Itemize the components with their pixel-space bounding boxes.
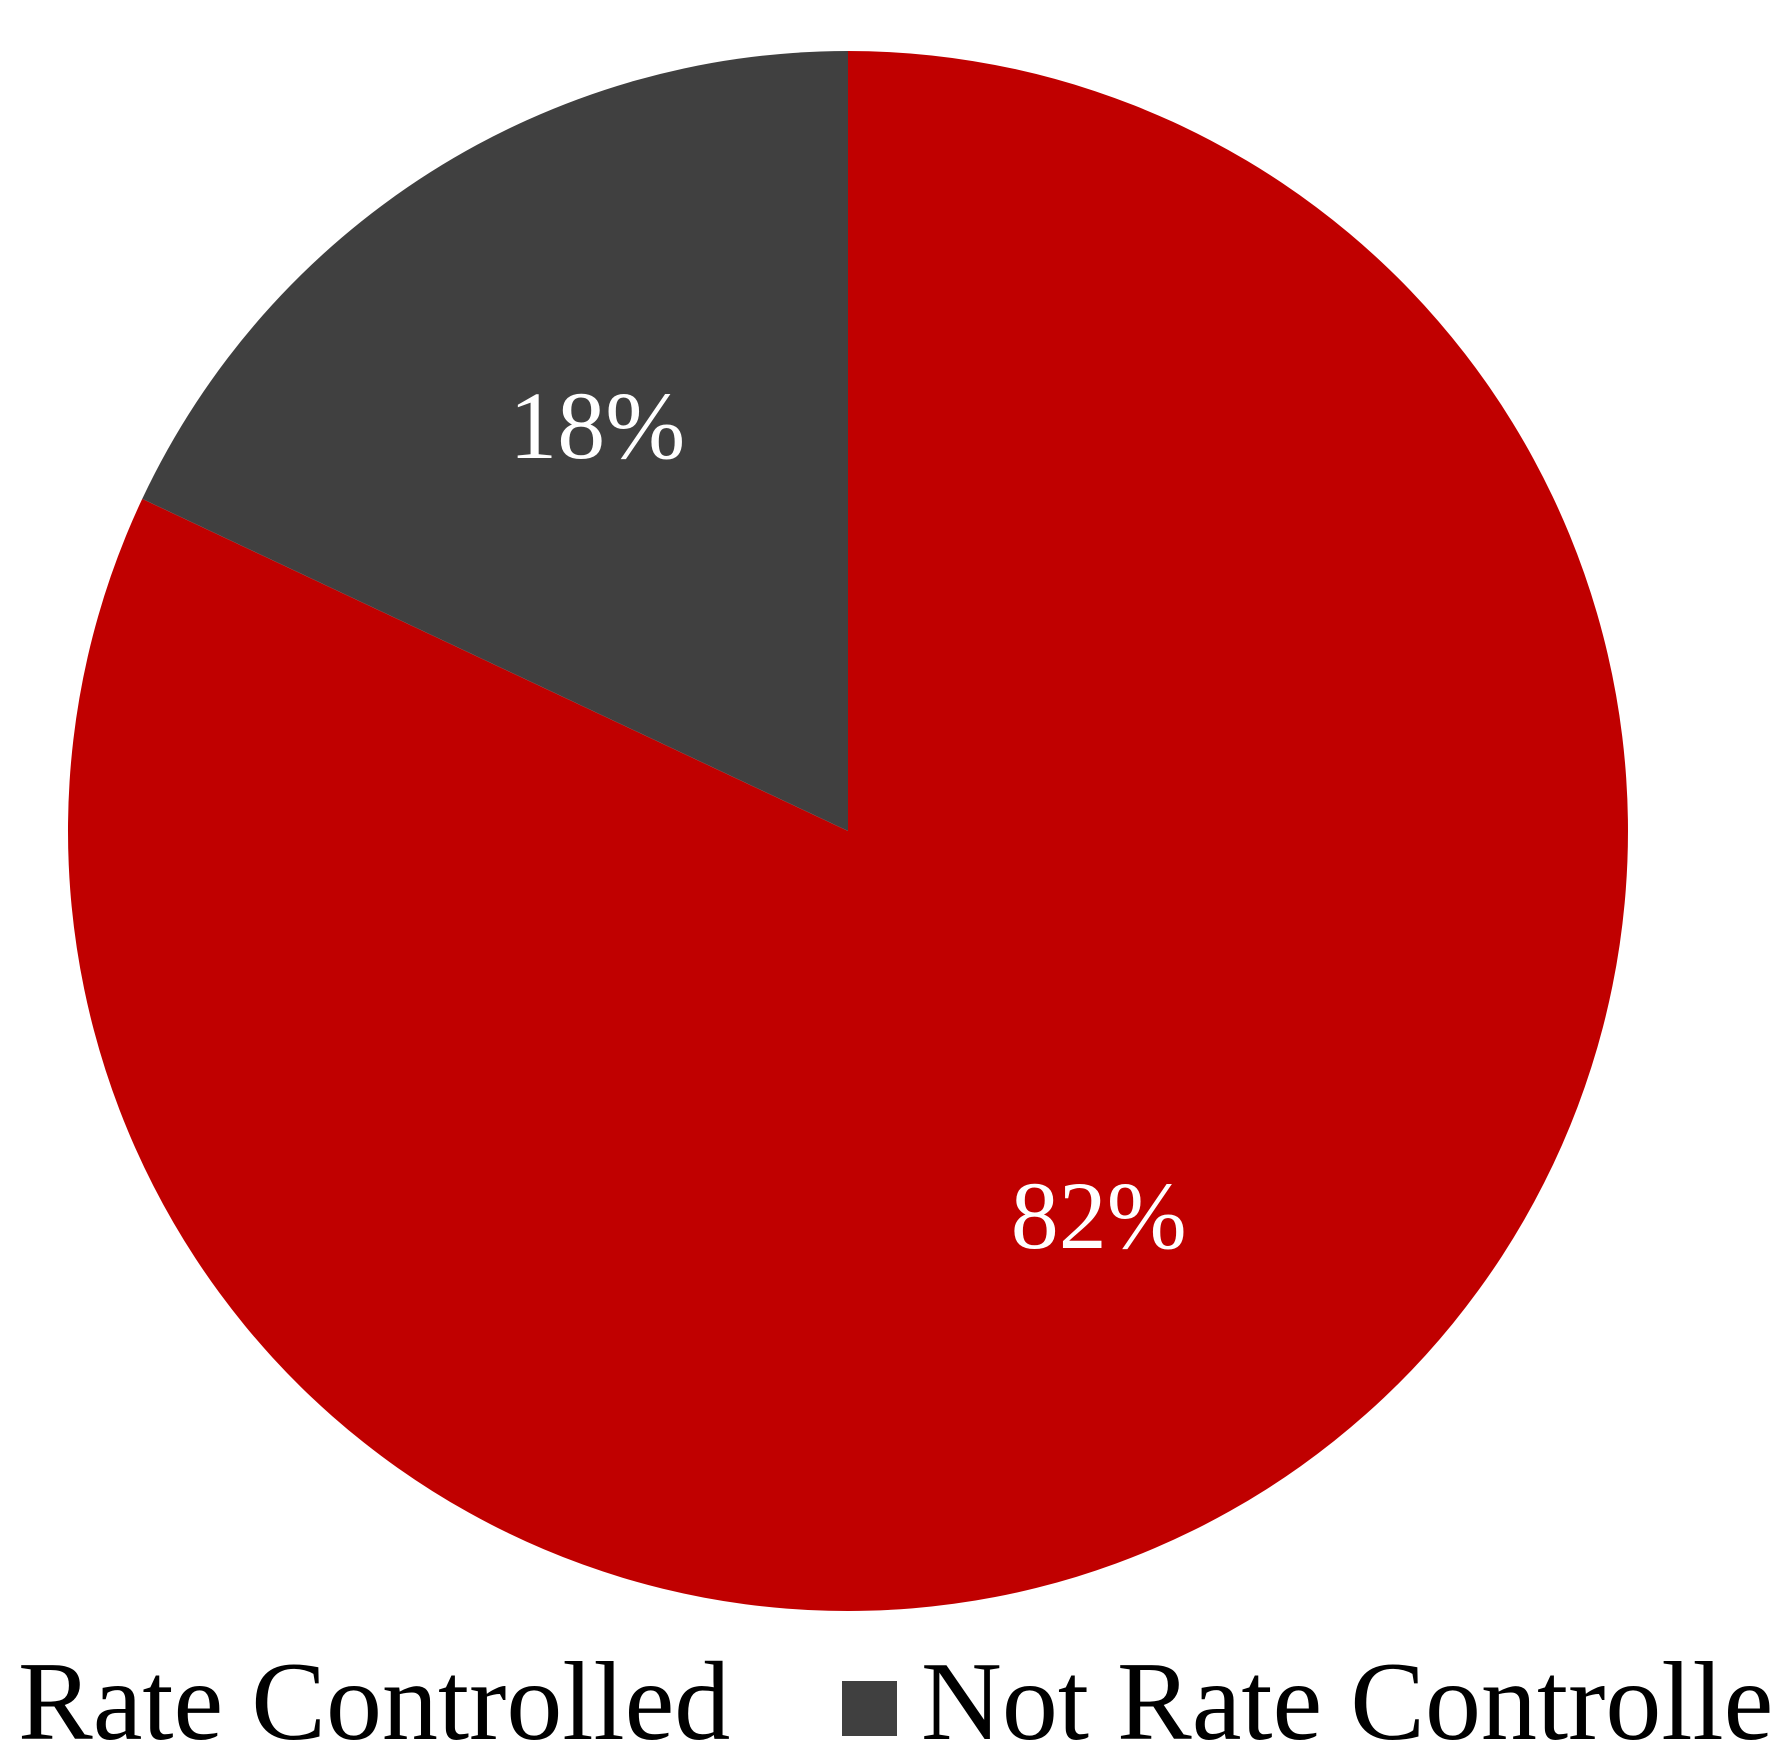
legend-swatch-not-rate-controlled [842,1681,897,1736]
pie-slice-not-rate-controlled [142,51,849,831]
legend-entry-rate-controlled: Rate Controlled [18,1640,730,1746]
legend-label-rate-controlled: Rate Controlled [18,1640,730,1746]
slice-label-rate-controlled: 82% [1011,1162,1187,1269]
pie-slice-rate-controlled [67,51,1628,1611]
pie-slice-labels: 82% 18% [509,372,1187,1269]
legend-entry-not-rate-controlled: Not Rate Controlled [842,1640,1773,1746]
legend-label-not-rate-controlled: Not Rate Controlled [921,1640,1773,1746]
slice-label-not-rate-controlled: 18% [509,372,685,479]
pie-slices [67,51,1628,1611]
legend: Rate Controlled Not Rate Controlled [18,1640,1773,1746]
